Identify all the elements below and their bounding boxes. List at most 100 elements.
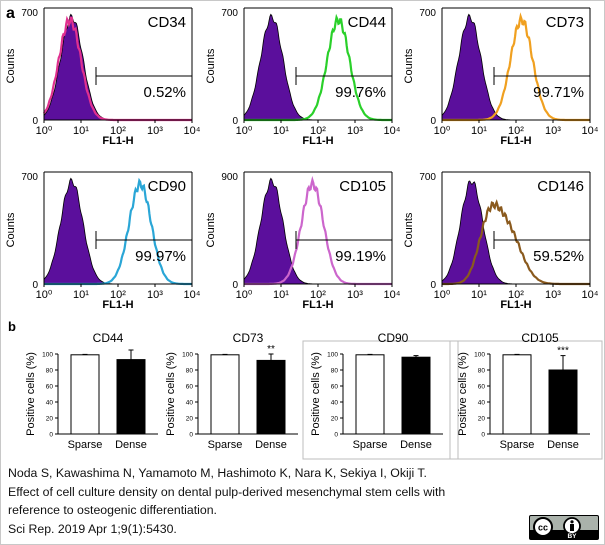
y-tick-label: 40: [478, 400, 486, 407]
citation-authors: Noda S, Kawashima N, Yamamoto M, Hashimo…: [8, 466, 427, 480]
x-tick-label: 10⁴: [582, 125, 599, 137]
x-tick-label: 10²: [110, 125, 126, 137]
category-label: Dense: [255, 439, 287, 451]
x-tick-label: 10⁰: [236, 125, 253, 137]
bar-sparse: [355, 354, 385, 435]
chart-border: [302, 340, 459, 460]
y-tick-label: 100: [327, 352, 338, 359]
bar-chart-cd90: CD90 0 20 40 60 80 100 Positive cells (%) Sparse…: [302, 331, 459, 460]
citation-journal: Sci Rep. 2019 Apr 1;9(1):5430.: [8, 521, 177, 536]
x-tick-label: 10⁴: [384, 125, 401, 137]
attribution-person-body: [570, 524, 574, 531]
category-label: Dense: [547, 439, 579, 451]
y-tick-label: 80: [186, 368, 194, 375]
histogram-panel-cd105: 10⁰ 10¹ 10² 10³ 10⁴ FL1-H 900 0 Counts CD105 99.19…: [205, 171, 401, 311]
y-min-label: 0: [32, 280, 38, 291]
x-tick-label: 10³: [147, 125, 163, 137]
bar-sparse: [210, 354, 240, 435]
x-tick-label: 10³: [147, 289, 163, 301]
bar-sparse: [70, 354, 100, 435]
y-max-label: 700: [21, 8, 38, 19]
bar-chart-title: CD90: [378, 331, 409, 345]
x-tick-label: 10⁰: [36, 289, 53, 301]
y-max-label: 700: [419, 8, 436, 19]
y-axis-label: Positive cells (%): [25, 352, 37, 436]
isotype-control-histogram: [441, 180, 590, 285]
x-tick-label: 10¹: [73, 289, 89, 301]
marker-title: CD34: [148, 14, 186, 31]
x-tick-label: 10⁰: [434, 289, 451, 301]
y-tick-label: 80: [331, 368, 339, 375]
histogram-panel-cd90: 10⁰ 10¹ 10² 10³ 10⁴ FL1-H 700 0 Counts CD90 99.97%: [5, 171, 201, 311]
x-axis-label: FL1-H: [500, 299, 531, 311]
significance-marker: ***: [557, 346, 569, 357]
x-tick-label: 10¹: [471, 289, 487, 301]
bar-chart-cd73: CD73 0 20 40 60 80 100 Positive cells (%) Sparse…: [165, 331, 298, 451]
bar-dense: [548, 369, 578, 435]
bar-dense: [116, 359, 146, 435]
y-tick-label: 100: [474, 352, 485, 359]
y-axis-label: Counts: [5, 212, 17, 247]
y-tick-label: 80: [46, 368, 54, 375]
y-axis-label: Counts: [5, 48, 17, 83]
y-tick-label: 20: [478, 416, 486, 423]
x-tick-label: 10²: [310, 289, 326, 301]
y-tick-label: 20: [46, 416, 54, 423]
y-tick-label: 20: [186, 416, 194, 423]
y-tick-label: 100: [182, 352, 193, 359]
y-axis-label: Positive cells (%): [457, 352, 469, 436]
x-axis-label: FL1-H: [102, 135, 133, 147]
y-tick-label: 0: [481, 432, 485, 439]
y-axis-label: Positive cells (%): [165, 352, 177, 436]
x-tick-label: 10¹: [273, 289, 289, 301]
x-tick-label: 10¹: [73, 125, 89, 137]
panel-a-label: a: [6, 5, 15, 22]
bar-dense: [401, 356, 431, 435]
y-tick-label: 40: [186, 400, 194, 407]
x-tick-label: 10⁴: [582, 289, 599, 301]
y-axis-label: Counts: [205, 212, 217, 247]
citation-title-line2: reference to osteogenic differentiation.: [8, 503, 217, 517]
significance-marker: **: [267, 344, 275, 355]
y-max-label: 900: [221, 172, 238, 183]
y-tick-label: 100: [42, 352, 53, 359]
positive-percent-label: 99.97%: [135, 248, 186, 265]
citation-title-line1: Effect of cell culture density on dental…: [8, 484, 446, 499]
histogram-panel-cd73: 10⁰ 10¹ 10² 10³ 10⁴ FL1-H 700 0 Counts CD73 99.71%: [403, 7, 599, 147]
category-label: Sparse: [500, 439, 535, 451]
x-tick-label: 10²: [310, 125, 326, 137]
x-tick-label: 10⁴: [384, 289, 401, 301]
x-axis-label: FL1-H: [302, 299, 333, 311]
y-tick-label: 60: [46, 384, 54, 391]
positive-percent-label: 99.76%: [335, 84, 386, 101]
bar-chart-title: CD105: [521, 331, 559, 345]
x-axis-label: FL1-H: [102, 299, 133, 311]
y-axis-label: Counts: [403, 212, 415, 247]
y-min-label: 0: [430, 116, 436, 127]
panel-b-label: b: [8, 319, 16, 334]
category-label: Dense: [115, 439, 147, 451]
cc-icon-text: cc: [538, 523, 548, 533]
x-tick-label: 10⁰: [434, 125, 451, 137]
y-max-label: 700: [221, 8, 238, 19]
bar-sparse: [502, 354, 532, 435]
y-min-label: 0: [232, 116, 238, 127]
y-min-label: 0: [430, 280, 436, 291]
bar-chart-cd105: CD105 0 20 40 60 80 100 Positive cells (%) Spars…: [449, 331, 603, 460]
y-axis-label: Positive cells (%): [310, 352, 322, 436]
x-tick-label: 10³: [347, 289, 363, 301]
chart-border: [449, 340, 603, 460]
marker-title: CD105: [339, 178, 386, 195]
x-axis-label: FL1-H: [500, 135, 531, 147]
bar-chart-cd44: CD44 0 20 40 60 80 100 Positive cells (%) Sparse…: [25, 331, 158, 451]
positive-percent-label: 99.71%: [533, 84, 584, 101]
y-tick-label: 60: [186, 384, 194, 391]
y-tick-label: 0: [49, 432, 53, 439]
cc-by-license-badge[interactable]: cc BY: [529, 515, 599, 540]
x-tick-label: 10⁰: [236, 289, 253, 301]
histogram-panel-cd146: 10⁰ 10¹ 10² 10³ 10⁴ FL1-H 700 0 Counts CD146 59.52…: [403, 171, 599, 311]
attribution-person-head: [570, 520, 574, 524]
bar-chart-title: CD44: [93, 331, 124, 345]
x-tick-label: 10⁴: [184, 289, 201, 301]
y-tick-label: 20: [331, 416, 339, 423]
